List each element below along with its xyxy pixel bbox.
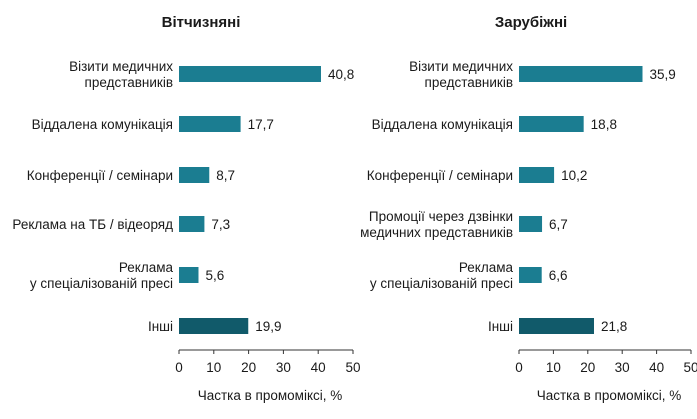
bar-value-label: 18,8 [591, 117, 617, 132]
category-label: Інші [488, 319, 513, 334]
x-tick-label: 20 [241, 360, 256, 375]
chart-panel-domestic: Вітчизняні 40,8 Візити медичнихпредставник… [12, 14, 360, 403]
category-label: Віддалена комунікація [372, 117, 513, 132]
x-tick-label: 10 [546, 360, 561, 375]
x-tick-label: 0 [515, 360, 523, 375]
category-label: Реклама [459, 260, 514, 275]
bar [519, 167, 555, 183]
bar [179, 66, 321, 82]
x-tick-label: 50 [345, 360, 360, 375]
bar-value-label: 10,2 [561, 168, 587, 183]
category-label: Реклама [119, 260, 174, 275]
bar [519, 318, 594, 334]
bar-value-label: 17,7 [248, 117, 274, 132]
bar [179, 167, 210, 183]
x-tick-label: 40 [311, 360, 326, 375]
x-tick-label: 40 [649, 360, 664, 375]
bar-value-label: 21,8 [601, 319, 627, 334]
bar-value-label: 8,7 [216, 168, 235, 183]
x-tick-label: 10 [206, 360, 221, 375]
bar [179, 216, 205, 232]
category-label: Візити медичних [69, 59, 173, 74]
bar-value-label: 35,9 [649, 67, 675, 82]
x-tick-label: 50 [683, 360, 697, 375]
bar-value-label: 6,7 [549, 217, 568, 232]
category-label: медичних представників [360, 225, 513, 240]
category-label: у спеціалізованій пресі [370, 276, 513, 291]
bar [179, 116, 241, 132]
category-label: представників [85, 75, 173, 90]
category-label: Реклама на ТБ / відеоряд [12, 217, 173, 232]
bar-value-label: 40,8 [328, 67, 354, 82]
category-label: Візити медичних [409, 59, 513, 74]
x-axis-title: Частка в промоміксі, % [198, 388, 343, 403]
bar [179, 267, 199, 283]
category-label: Промоції через дзвінки [369, 209, 513, 224]
bar-value-label: 6,6 [549, 268, 568, 283]
x-tick-label: 30 [276, 360, 291, 375]
category-label: Конференції / семінари [367, 168, 513, 183]
chart-panel-foreign: Зарубіжні 35,9 Візити медичнихпредставникі… [360, 14, 697, 403]
bar [519, 116, 584, 132]
category-label: Віддалена комунікація [32, 117, 173, 132]
x-tick-label: 30 [615, 360, 630, 375]
bar [519, 216, 543, 232]
bar [179, 318, 249, 334]
bar [519, 267, 542, 283]
bar-value-label: 7,3 [211, 217, 230, 232]
category-label: Конференції / семінари [27, 168, 173, 183]
panel-title: Зарубіжні [495, 14, 567, 31]
bar [519, 66, 643, 82]
x-axis-title: Частка в промоміксі, % [537, 388, 682, 403]
category-label: у спеціалізованій пресі [30, 276, 173, 291]
x-tick-label: 0 [175, 360, 183, 375]
category-label: представників [425, 75, 513, 90]
panel-title: Вітчизняні [162, 14, 241, 31]
x-tick-label: 20 [580, 360, 595, 375]
bar-value-label: 19,9 [255, 319, 281, 334]
bar-value-label: 5,6 [205, 268, 224, 283]
category-label: Інші [148, 319, 173, 334]
